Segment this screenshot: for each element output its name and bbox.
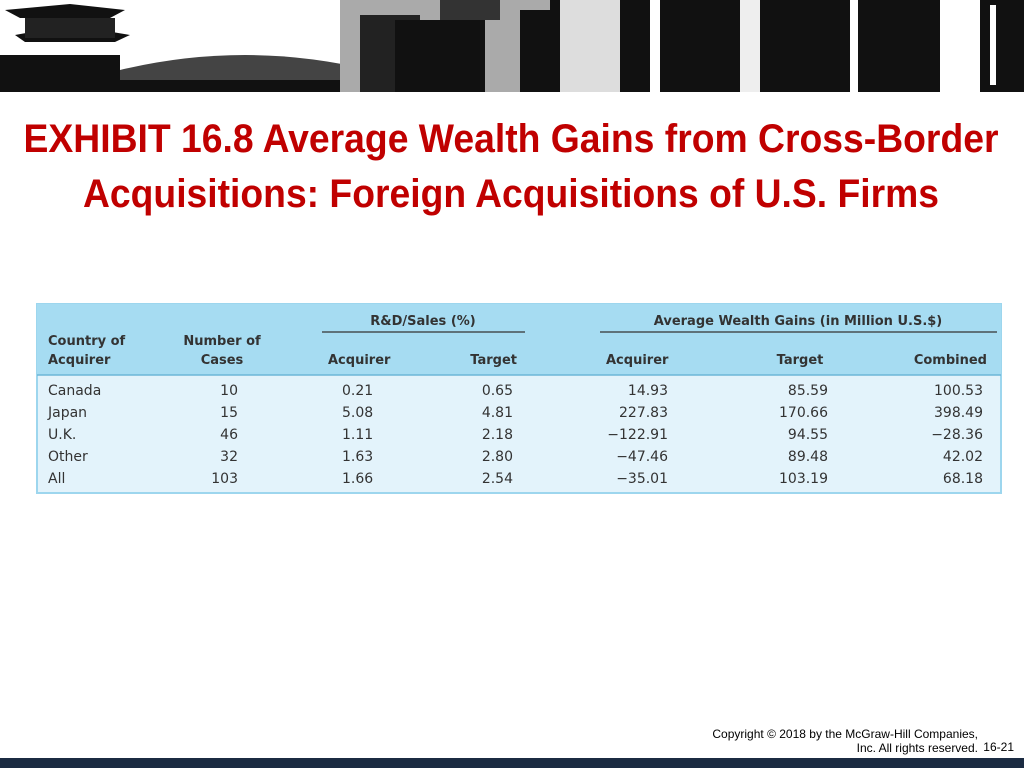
table-cell: 227.83	[619, 405, 668, 421]
column-header: Acquirer	[328, 353, 391, 368]
table-cell: 2.54	[482, 471, 513, 487]
table	[36, 303, 1002, 494]
page-number: 16-21	[983, 740, 1014, 754]
table-cell: −122.91	[607, 427, 668, 443]
table-cell: 94.55	[788, 427, 828, 443]
table-cell: 100.53	[934, 383, 983, 399]
group-header: Average Wealth Gains (in Million U.S.$)	[654, 314, 943, 329]
table-cell: 10	[220, 383, 238, 399]
table-cell: 32	[220, 449, 238, 465]
table-cell: All	[48, 471, 65, 487]
table-cell: −28.36	[931, 427, 983, 443]
table-cell: 42.02	[943, 449, 983, 465]
column-header: Cases	[201, 353, 244, 368]
column-header: Target	[470, 353, 517, 368]
table-cell: Canada	[48, 383, 101, 399]
column-header: Acquirer	[48, 353, 111, 368]
table-cell: 170.66	[779, 405, 828, 421]
column-header: Number of	[183, 334, 261, 349]
table-cell: Japan	[47, 405, 87, 421]
column-header: Acquirer	[606, 353, 669, 368]
skyline-banner	[0, 0, 1024, 92]
copyright: Copyright © 2018 by the McGraw-Hill Comp…	[712, 727, 978, 741]
title-line: Acquisitions: Foreign Acquisitions of U.…	[83, 172, 939, 216]
table-cell: 103	[211, 471, 238, 487]
table-cell: 85.59	[788, 383, 828, 399]
table-cell: 2.18	[482, 427, 513, 443]
table-cell: 0.21	[342, 383, 373, 399]
table-cell: 89.48	[788, 449, 828, 465]
table-cell: 46	[220, 427, 238, 443]
group-header: R&D/Sales (%)	[370, 314, 475, 329]
table-cell: 4.81	[482, 405, 513, 421]
table-cell: 1.11	[342, 427, 373, 443]
footer-bar	[0, 758, 1024, 768]
column-header: Country of	[48, 334, 126, 349]
column-header: Target	[777, 353, 824, 368]
table-cell: 1.66	[342, 471, 373, 487]
table-cell: 15	[220, 405, 238, 421]
table-cell: Other	[48, 449, 88, 465]
table-cell: −35.01	[616, 471, 668, 487]
table-cell: 103.19	[779, 471, 828, 487]
table-cell: U.K.	[48, 427, 76, 443]
title-line: EXHIBIT 16.8 Average Wealth Gains from C…	[24, 117, 999, 161]
table-cell: 1.63	[342, 449, 373, 465]
table-cell: 68.18	[943, 471, 983, 487]
table-cell: −47.46	[616, 449, 668, 465]
copyright: Inc. All rights reserved.	[857, 741, 978, 755]
table-cell: 398.49	[934, 405, 983, 421]
table-cell: 14.93	[628, 383, 668, 399]
column-header: Combined	[914, 353, 987, 368]
table-cell: 5.08	[342, 405, 373, 421]
table-cell: 2.80	[482, 449, 513, 465]
table-cell: 0.65	[482, 383, 513, 399]
